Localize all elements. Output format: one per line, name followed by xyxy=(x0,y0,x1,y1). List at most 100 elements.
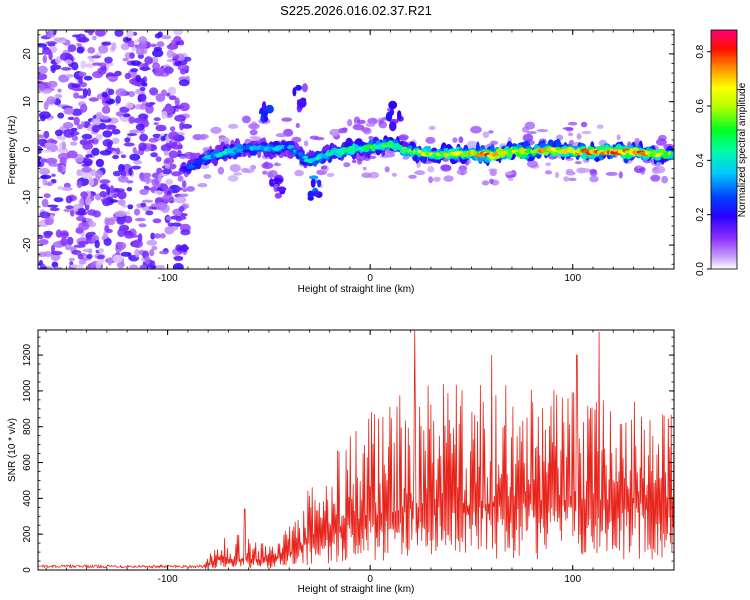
noise-blob xyxy=(48,163,60,167)
noise-blob xyxy=(55,229,62,238)
colorbar-tick-label: 0.8 xyxy=(695,44,706,58)
colorbar-tick-label: 0.0 xyxy=(695,262,706,276)
ridge-halo-blob xyxy=(233,172,243,176)
noise-blob xyxy=(157,173,162,183)
ridge-halo-blob xyxy=(634,137,640,146)
noise-blob xyxy=(134,248,140,258)
noise-blob xyxy=(58,136,66,141)
ridge-halo-blob xyxy=(248,123,260,130)
noise-blob xyxy=(150,232,156,240)
noise-blob xyxy=(128,264,139,269)
ridge-halo-blob xyxy=(618,171,623,179)
noise-blob xyxy=(167,86,177,95)
ridge-halo-blob xyxy=(428,176,433,184)
noise-blob xyxy=(61,67,72,71)
ridge-halo-blob xyxy=(379,119,385,124)
noise-blob xyxy=(155,202,167,211)
noise-blob xyxy=(95,261,102,269)
noise-blob xyxy=(101,105,111,114)
noise-blob xyxy=(99,115,110,120)
side-feature-blob xyxy=(272,177,283,183)
noise-blob xyxy=(178,79,190,87)
noise-blob xyxy=(82,88,88,98)
noise-blob xyxy=(105,218,116,226)
side-feature-blob xyxy=(309,175,319,180)
noise-blob xyxy=(177,57,185,61)
noise-blob xyxy=(151,245,158,251)
noise-blob xyxy=(46,204,59,208)
noise-blob xyxy=(138,223,147,228)
ridge-halo-blob xyxy=(267,170,278,178)
noise-blob xyxy=(38,83,46,92)
ridge-halo-blob xyxy=(522,133,534,142)
noise-blob xyxy=(51,261,59,268)
noise-blob xyxy=(65,195,73,204)
ridge-halo-blob xyxy=(210,126,222,134)
ridge-halo-blob xyxy=(398,134,409,141)
noise-blob xyxy=(63,107,75,115)
noise-blob xyxy=(73,244,86,248)
noise-blob xyxy=(112,154,120,160)
noise-blob xyxy=(152,62,161,71)
noise-blob xyxy=(71,34,81,38)
ridge-halo-blob xyxy=(574,161,582,165)
noise-blob xyxy=(76,180,83,189)
noise-blob xyxy=(71,135,79,141)
noise-blob xyxy=(86,231,96,236)
noise-blob xyxy=(124,215,133,224)
noise-blob xyxy=(57,88,62,93)
noise-blob xyxy=(78,221,90,231)
noise-blob xyxy=(181,244,188,253)
noise-blob xyxy=(77,208,86,216)
noise-blob xyxy=(73,92,80,99)
noise-blob xyxy=(65,205,74,210)
noise-blob xyxy=(66,236,74,245)
noise-blob xyxy=(39,167,51,176)
noise-blob xyxy=(162,168,173,175)
noise-blob xyxy=(73,116,80,126)
noise-blob xyxy=(180,213,188,217)
noise-blob xyxy=(101,41,109,46)
noise-blob xyxy=(63,128,75,138)
noise-blob xyxy=(182,188,188,193)
noise-blob xyxy=(95,169,104,178)
noise-blob xyxy=(76,46,85,54)
ridge-blob xyxy=(192,162,200,167)
noise-blob xyxy=(126,180,134,184)
noise-blob xyxy=(76,43,82,47)
noise-blob xyxy=(99,179,111,184)
noise-blob xyxy=(104,56,113,64)
noise-blob xyxy=(42,47,52,55)
noise-blob xyxy=(67,116,75,121)
noise-blob xyxy=(70,141,78,146)
ridge-halo-blob xyxy=(504,171,514,176)
noise-blob xyxy=(125,102,134,109)
noise-blob xyxy=(50,253,61,261)
noise-blob xyxy=(166,225,179,231)
noise-blob xyxy=(173,30,184,36)
ridge-halo-blob xyxy=(481,180,490,186)
noise-blob xyxy=(179,193,189,197)
noise-blob xyxy=(107,88,115,96)
noise-blob xyxy=(104,124,117,130)
y-tick-label: -10 xyxy=(22,190,33,205)
ridge-halo-blob xyxy=(273,162,282,167)
noise-blob xyxy=(174,60,182,67)
ridge-halo-blob xyxy=(490,140,499,145)
noise-blob xyxy=(132,31,138,36)
side-feature-blob xyxy=(396,110,402,120)
noise-blob xyxy=(39,211,51,219)
noise-blob xyxy=(60,237,68,247)
noise-blob xyxy=(169,126,176,132)
side-feature-blob xyxy=(310,178,316,188)
noise-blob xyxy=(138,117,146,122)
colorbar-tick-label: 0.2 xyxy=(695,207,706,221)
noise-blob xyxy=(114,70,122,77)
noise-blob xyxy=(133,160,143,165)
side-feature-blob xyxy=(389,121,397,132)
side-feature-blob xyxy=(301,83,308,93)
ridge-blob xyxy=(670,151,674,156)
ridge-halo-blob xyxy=(565,169,574,174)
